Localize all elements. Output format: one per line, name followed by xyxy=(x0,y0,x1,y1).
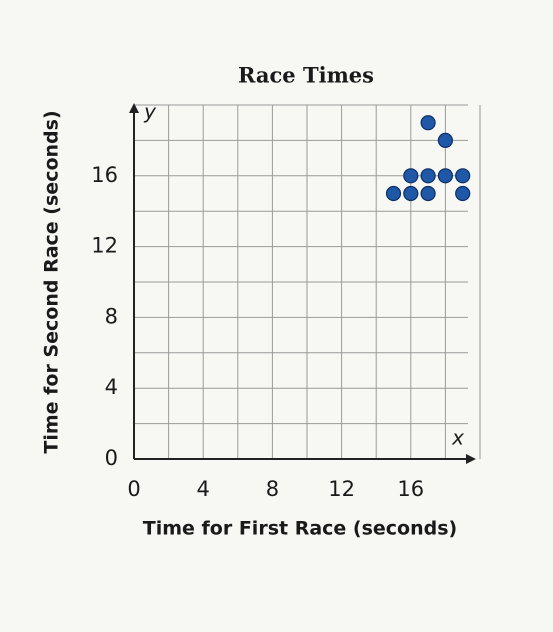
x-tick-label: 4 xyxy=(197,477,210,501)
scatter-point xyxy=(437,168,453,184)
y-tick-label: 0 xyxy=(105,446,118,470)
y-axis-label: Time for Second Race (seconds) xyxy=(41,110,63,453)
y-tick-label: 16 xyxy=(91,163,118,187)
scatter-point xyxy=(385,185,402,202)
scatter-point xyxy=(420,168,436,184)
x-tick-label: 8 xyxy=(266,477,279,501)
x-arrow xyxy=(466,454,476,464)
scatter-point xyxy=(455,168,471,184)
scatter-point xyxy=(437,132,453,148)
scatter-point xyxy=(403,185,419,202)
y-arrow xyxy=(129,103,139,113)
x-axis-letter: x xyxy=(451,426,464,450)
y-tick-label: 4 xyxy=(105,375,118,399)
scatter-point xyxy=(403,168,419,184)
scatter-point xyxy=(420,185,436,202)
x-axis-label: Time for First Race (seconds) xyxy=(143,518,457,540)
x-tick-label: 12 xyxy=(328,477,355,501)
chart-title: Race Times xyxy=(238,63,374,88)
y-tick-label: 8 xyxy=(105,304,118,328)
y-axis-letter: y xyxy=(143,100,157,124)
x-tick-label: 16 xyxy=(397,477,424,501)
y-tick-label: 12 xyxy=(91,234,118,258)
x-tick-label: 0 xyxy=(127,477,140,501)
scatter-point xyxy=(455,185,471,202)
scatter-point xyxy=(420,115,436,131)
